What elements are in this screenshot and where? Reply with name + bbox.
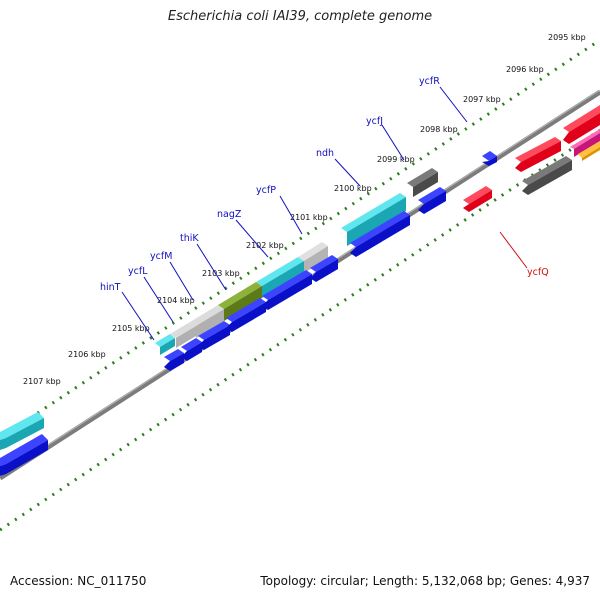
- gene-feature: [515, 137, 561, 162]
- gene-label-thiK: thiK: [180, 233, 199, 244]
- genome-stats-text: Topology: circular; Length: 5,132,068 bp…: [260, 574, 590, 588]
- gene-feature: [463, 186, 492, 204]
- gene-feature: [341, 193, 406, 232]
- map-title: Escherichia coli IAI39, complete genome: [167, 9, 433, 24]
- gene-feature: [190, 305, 224, 326]
- gene-label-ycfL: ycfL: [128, 266, 148, 277]
- gene-labels: ycfR ycfJ ndh ycfP nagZ thiK ycfM ycfL h…: [100, 76, 549, 293]
- scale-label: 2105 kbp: [112, 324, 150, 333]
- accession-text: Accession: NC_011750: [10, 574, 147, 588]
- gene-feature: [578, 141, 600, 158]
- gene-label-ycfP: ycfP: [256, 185, 276, 196]
- label-leaders: [121, 86, 528, 341]
- gene-feature: [198, 321, 230, 340]
- gene-feature: [407, 168, 438, 187]
- scale-label: 2096 kbp: [506, 65, 544, 74]
- gene-label-nagZ: nagZ: [217, 209, 242, 220]
- gene-feature: [350, 211, 410, 247]
- scale-label: 2099 kbp: [377, 155, 415, 164]
- outer-tick-ring: [0, 38, 600, 440]
- scale-labels: 2095 kbp 2096 kbp 2097 kbp 2098 kbp 2099…: [23, 33, 586, 386]
- gene-feature: [563, 105, 600, 132]
- gene-label-ycfM: ycfM: [150, 251, 172, 262]
- scale-label: 2103 kbp: [202, 269, 240, 278]
- gene-label-ycfR: ycfR: [419, 76, 440, 87]
- gene-label-ndh: ndh: [316, 148, 334, 159]
- scale-label: 2106 kbp: [68, 350, 106, 359]
- gene-feature: [310, 255, 338, 272]
- gene-feature: [164, 349, 184, 361]
- scale-label: 2097 kbp: [463, 95, 501, 104]
- gene-feature: [0, 434, 48, 466]
- gene-feature: [262, 270, 312, 300]
- scale-label: 2107 kbp: [23, 377, 61, 386]
- gene-feature: [522, 156, 572, 185]
- scale-label: 2095 kbp: [548, 33, 586, 42]
- feature-track-upper: [0, 168, 438, 476]
- gene-feature: [226, 298, 266, 322]
- feature-track-inner: [463, 105, 600, 212]
- scale-label: 2100 kbp: [334, 184, 372, 193]
- gene-label-ycfQ: ycfQ: [527, 267, 549, 278]
- gene-feature: [181, 338, 202, 351]
- gene-label-hinT: hinT: [100, 282, 121, 293]
- gene-label-ycfJ: ycfJ: [366, 116, 383, 127]
- scale-label: 2101 kbp: [290, 213, 328, 222]
- gene-feature: [418, 187, 446, 204]
- gene-feature: [298, 242, 328, 261]
- gene-feature: [256, 257, 304, 286]
- gene-feature: [170, 322, 196, 338]
- gene-feature: [482, 151, 497, 161]
- scale-label: 2104 kbp: [157, 296, 195, 305]
- inner-tick-ring: [0, 128, 600, 532]
- gene-feature: [218, 282, 262, 309]
- feature-track-lower: [164, 151, 497, 371]
- gene-feature: [155, 334, 175, 347]
- gene-feature: [0, 412, 44, 440]
- gene-feature: [570, 129, 600, 149]
- scale-label: 2098 kbp: [420, 125, 458, 134]
- scale-label: 2102 kbp: [246, 241, 284, 250]
